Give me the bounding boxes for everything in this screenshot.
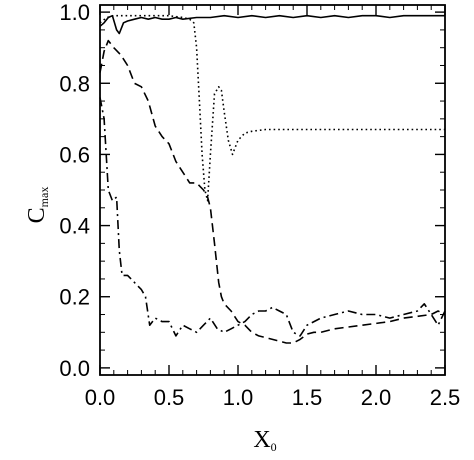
svg-text:Cmax: Cmax [24, 187, 51, 224]
x-tick-label: 2.0 [361, 385, 392, 410]
y-axis-label: Cmax [24, 187, 51, 224]
x-tick-label: 1.5 [292, 385, 323, 410]
ticks-layer: 0.0 0.5 1.0 1.5 2.0 2.5 0.0 0.2 0.4 0.6 0.8 1.0 [59, 0, 460, 410]
y-tick-label: 1.0 [59, 0, 90, 25]
x-tick-label: 0.0 [85, 385, 116, 410]
y-tick-label: 0.8 [59, 71, 90, 96]
x-axis-label-main: X [253, 427, 270, 453]
series-layer [99, 14, 446, 344]
y-tick-label: 0.0 [59, 356, 90, 381]
x-axis-label: X0 [253, 427, 276, 454]
x-axis-label-subscript: 0 [271, 440, 277, 454]
series-line-dashed [99, 39, 446, 344]
y-tick-label: 0.6 [59, 142, 90, 167]
x-tick-label: 1.0 [223, 385, 254, 410]
series-line-solid [99, 14, 445, 35]
series-line-dotted [99, 14, 445, 202]
y-axis-label-main: C [24, 207, 50, 223]
y-axis-label-subscript: max [37, 187, 51, 208]
y-tick-label: 0.4 [59, 214, 90, 239]
plot-frame [99, 4, 446, 376]
x-tick-label: 2.5 [430, 385, 461, 410]
y-tick-label: 0.2 [59, 285, 90, 310]
series-line-dashdot [99, 97, 446, 337]
svg-text:X0: X0 [253, 427, 276, 454]
x-tick-label: 0.5 [154, 385, 185, 410]
